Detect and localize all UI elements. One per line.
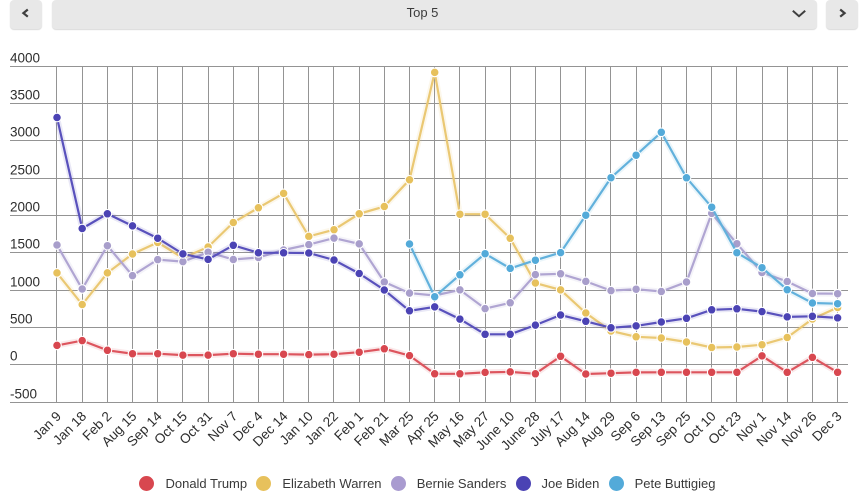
svg-text:1000: 1000 [10, 275, 40, 290]
svg-text:2000: 2000 [10, 200, 40, 215]
svg-text:1500: 1500 [10, 237, 40, 252]
svg-text:0: 0 [10, 349, 18, 364]
svg-text:500: 500 [10, 312, 33, 327]
svg-text:-500: -500 [10, 387, 37, 402]
svg-text:4000: 4000 [10, 51, 40, 66]
svg-text:3500: 3500 [10, 88, 40, 103]
svg-text:Dec 3: Dec 3 [809, 409, 845, 445]
svg-text:2500: 2500 [10, 163, 40, 178]
svg-text:3000: 3000 [10, 125, 40, 140]
